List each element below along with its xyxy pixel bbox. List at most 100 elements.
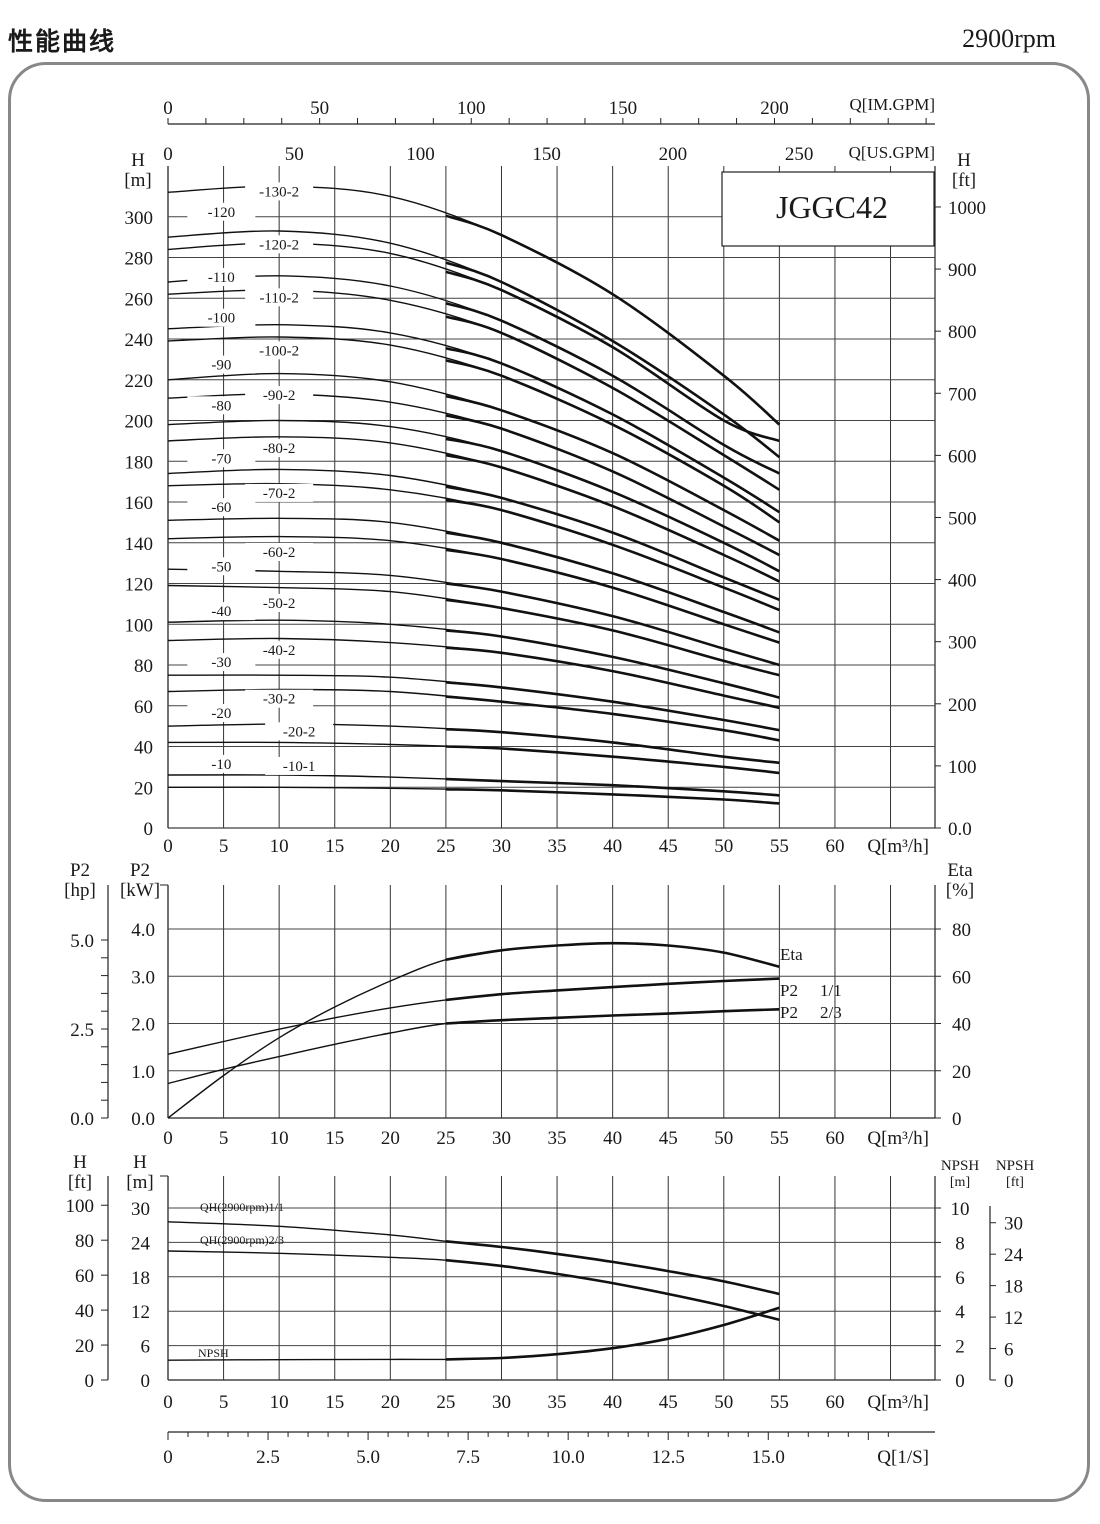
panel1-x-tick-label: 10 <box>270 836 289 857</box>
hq-curve-50-operating <box>445 582 780 667</box>
panel3-h-label: H <box>133 1152 147 1173</box>
hq-curve-20-operating <box>445 727 780 765</box>
panel3-y-tick-label: 6 <box>141 1337 151 1358</box>
panel3-y-tick-label: 24 <box>131 1233 151 1254</box>
panel3-x-tick-label: 40 <box>603 1392 622 1413</box>
power-curve-P2-1-1-operating <box>445 977 780 1002</box>
panel2-y-tick-label: 3.0 <box>131 967 155 988</box>
us-gpm-axis-label: Q[US.GPM] <box>849 143 935 162</box>
stage-label-bg <box>187 308 256 327</box>
panel1-x-tick-label: 50 <box>714 836 733 857</box>
stage-label: -110 <box>208 270 235 286</box>
stage-label-bg <box>245 288 314 307</box>
panel2-x-tick-label: 35 <box>548 1128 567 1149</box>
us-gpm-tick-label: 150 <box>532 144 561 165</box>
panel2-x-tick-label: 20 <box>381 1128 400 1149</box>
page-title: 性能曲线 <box>8 27 117 56</box>
ls-axis-tick-label: 15.0 <box>752 1447 785 1468</box>
ls-axis-tick-label: 7.5 <box>456 1447 480 1468</box>
panel1-y-tick-label: 300 <box>125 208 154 229</box>
panel2-x-tick-label: 0 <box>163 1128 173 1149</box>
qh-npsh-curve-QH-2900rpm-2-3 <box>167 1250 780 1321</box>
panel2-x-tick-label: 55 <box>770 1128 789 1149</box>
panel1-y-tick-label: 280 <box>125 249 154 270</box>
hq-curve-60-2-operating <box>445 548 780 644</box>
us-gpm-tick-label: 0 <box>163 144 173 165</box>
stage-label-bg <box>187 498 256 517</box>
panel1-y-tick-label: 40 <box>134 738 153 759</box>
panel3-x-tick-label: 55 <box>770 1392 789 1413</box>
stage-label: -90 <box>211 358 231 374</box>
power-curve-P2-2-3-operating <box>445 1008 780 1025</box>
panel3-ft-tick-label: 60 <box>75 1266 94 1287</box>
panel1-x-tick-label: 60 <box>825 836 844 857</box>
stage-label-bg <box>245 640 314 659</box>
panel1-y-right-tick-label: 200 <box>948 695 977 716</box>
stage-label: -50-2 <box>263 596 296 612</box>
panel1-y-tick-label: 20 <box>134 778 153 799</box>
panel2-x-tick-label: 60 <box>825 1128 844 1149</box>
stage-label: -120 <box>208 205 236 221</box>
panel1-y-right-tick-label: 500 <box>948 508 977 529</box>
stage-label: -100 <box>208 311 236 327</box>
panel1-ylabel-unit: [m] <box>124 170 151 191</box>
panel1-y-right-tick-label: 0.0 <box>948 819 972 840</box>
panel3-x-tick-label: 10 <box>270 1392 289 1413</box>
panel2-x-tick-label: 15 <box>325 1128 344 1149</box>
hq-curve-10 <box>167 774 780 797</box>
panel2-x-tick-label: 5 <box>219 1128 229 1149</box>
panel3-ft-tick-label: 80 <box>75 1231 94 1252</box>
power-curve-P2-1-1 <box>167 977 780 1055</box>
model-box <box>721 171 935 247</box>
stage-label: -50 <box>211 559 231 575</box>
hq-curve-90-2 <box>167 393 780 556</box>
panel2-y-tick-label: 4.0 <box>131 920 155 941</box>
stage-label: -80 <box>211 398 231 414</box>
stage-label: -90-2 <box>263 388 296 404</box>
panel1-x-tick-label: 0 <box>163 836 173 857</box>
legend-p2-two-thirds-ratio: 2/3 <box>820 1003 842 1022</box>
panel2-x-tick-label: 25 <box>436 1128 455 1149</box>
panel1-y-right-tick-label: 600 <box>948 446 977 467</box>
panel1-x-tick-label: 25 <box>436 836 455 857</box>
hq-curve-20-2-operating <box>445 745 780 775</box>
panel3-x-tick-label: 0 <box>163 1392 173 1413</box>
stage-label: -20 <box>211 706 231 722</box>
stage-label-bg <box>187 202 256 221</box>
stage-label-bg <box>187 754 256 773</box>
legend-p2-full-ratio: 1/1 <box>820 981 842 1000</box>
stage-label-bg <box>245 689 314 708</box>
stage-label: -30 <box>211 655 231 671</box>
panel2-x-tick-label: 50 <box>714 1128 733 1149</box>
us-gpm-tick-label: 50 <box>285 144 304 165</box>
panel2-eta-tick-label: 40 <box>952 1015 971 1036</box>
panel3-x-tick-label: 30 <box>492 1392 511 1413</box>
hq-curve-120-operating <box>445 261 781 459</box>
qh-npsh-curve-NPSH-operating <box>445 1306 780 1361</box>
panel1-y-right-tick-label: 900 <box>948 260 977 281</box>
panel3-y-tick-label: 30 <box>131 1199 150 1220</box>
stage-label-bg <box>187 449 256 468</box>
ls-axis-tick-label: 0 <box>163 1447 173 1468</box>
panel3-npsh-ft-tick-label: 18 <box>1004 1277 1023 1298</box>
panel2-eta-tick-label: 0 <box>952 1109 962 1130</box>
panel1-x-tick-label: 5 <box>219 836 229 857</box>
panel1-y-right-tick-label: 700 <box>948 384 977 405</box>
panel2-eta-tick-label: 20 <box>952 1062 971 1083</box>
panel3-npsh-m-tick-label: 0 <box>955 1371 965 1392</box>
stage-label-bg <box>245 543 314 562</box>
panel1-y-tick-label: 220 <box>125 371 154 392</box>
panel3-npsh-m-label: NPSH <box>941 1158 980 1174</box>
panel2-eta-tick-label: 80 <box>952 920 971 941</box>
stage-label-bg <box>187 653 256 672</box>
series-label-npsh: NPSH <box>198 1346 229 1360</box>
panel3-ft-tick-label: 40 <box>75 1301 94 1322</box>
panel2-x-axis-label: Q[m³/h] <box>867 1128 929 1149</box>
panel2-hp-tick-label: 5.0 <box>70 931 94 952</box>
stage-label-bg <box>187 396 256 415</box>
panel3-x-axis-label: Q[m³/h] <box>867 1392 929 1413</box>
power-curve-Eta-operating <box>445 941 780 969</box>
panel3-ft-label: H <box>73 1152 87 1173</box>
stage-label-bg <box>245 341 314 360</box>
